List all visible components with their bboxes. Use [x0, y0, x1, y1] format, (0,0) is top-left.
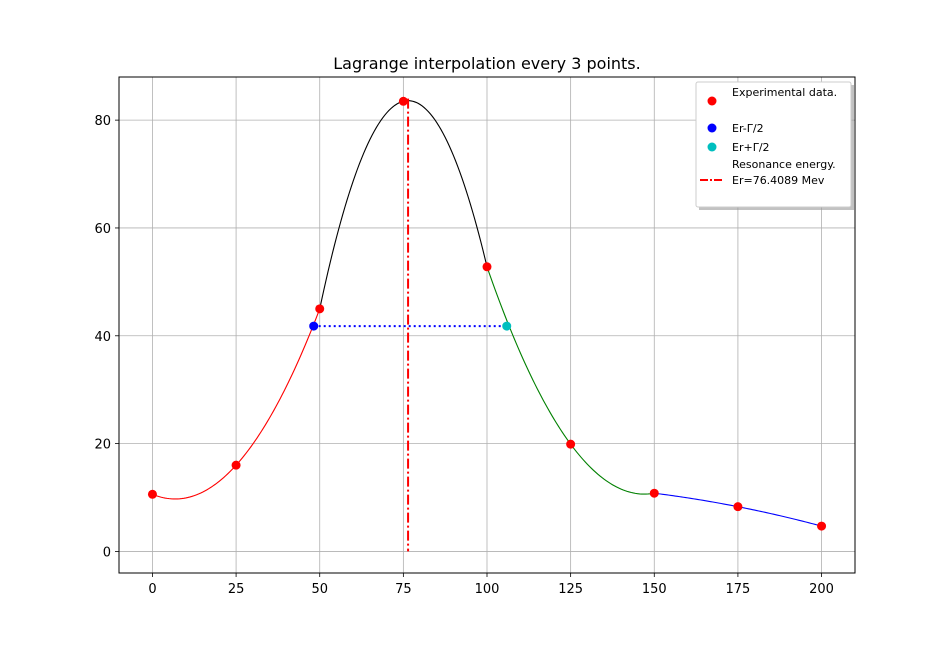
data-point: [566, 439, 576, 449]
legend-label-secondary: Er=76.4089 Mev: [732, 174, 825, 187]
axes-frame: [118, 76, 856, 574]
legend-box: [695, 81, 852, 208]
y-tick-label: 60: [94, 222, 111, 237]
x-tick-label: 0: [148, 582, 156, 597]
legend-marker: [707, 142, 717, 152]
legend-marker: [707, 123, 717, 133]
chart-title: Lagrange interpolation every 3 points.: [333, 54, 640, 73]
legend-marker: [707, 96, 717, 106]
y-tick-label: 20: [94, 438, 111, 453]
legend: Experimental data. Er-Γ/2 Er+Γ/2 Resonance …: [695, 81, 854, 210]
y-tick-label: 80: [94, 114, 111, 129]
plot-area: [147, 96, 827, 552]
legend-label: Er+Γ/2: [732, 141, 770, 154]
x-tick-label: 50: [311, 582, 328, 597]
data-point: [231, 460, 241, 470]
half-width-left-point: [309, 321, 319, 331]
y-tick-label: 40: [94, 330, 111, 345]
data-point: [147, 489, 157, 499]
data-point: [817, 521, 827, 531]
y-tick-label: 0: [103, 545, 111, 560]
x-tick-label: 75: [395, 582, 412, 597]
x-tick-label: 150: [642, 582, 667, 597]
x-tick-label: 125: [558, 582, 583, 597]
data-point: [733, 502, 743, 512]
legend-label: Er-Γ/2: [732, 122, 764, 135]
x-tick-label: 25: [228, 582, 245, 597]
x-tick-label: 175: [725, 582, 750, 597]
x-tick-label: 100: [475, 582, 500, 597]
axis-ticks: 0 25 50 75 100 125 150 175 200 0 20 40 60 80: [94, 114, 834, 597]
legend-label: Resonance energy.: [732, 158, 836, 171]
half-width-right-point: [502, 321, 512, 331]
data-point: [482, 262, 492, 272]
data-point: [649, 488, 659, 498]
data-point: [315, 304, 325, 314]
data-point: [398, 96, 408, 106]
legend-label: Experimental data.: [732, 86, 837, 99]
x-tick-label: 200: [809, 582, 834, 597]
